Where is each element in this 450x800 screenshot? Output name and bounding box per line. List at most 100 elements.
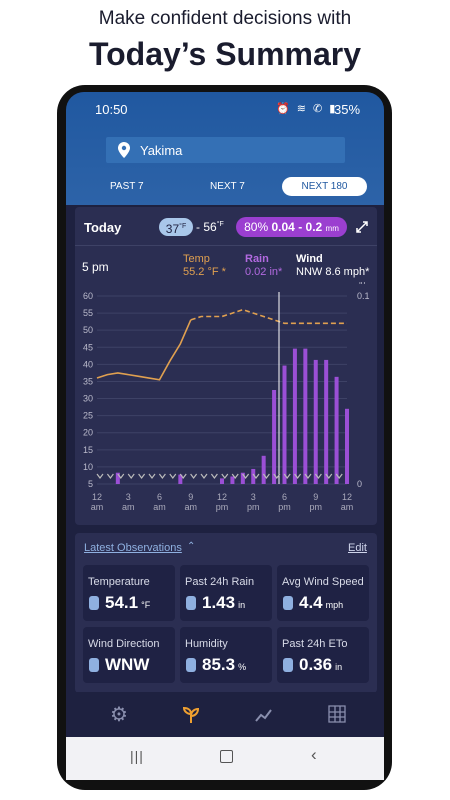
wind-arrow xyxy=(138,473,146,479)
rain-bar xyxy=(313,359,318,484)
chart-card: Today 37°F - 56°F 80% 0.04 - 0.2 mm 5 pm… xyxy=(75,207,377,525)
screen: 10:50 ⏰ ≋ ✆ ▮ 35% Yakima PAST 7 NEXT 7 N… xyxy=(66,92,384,780)
status-icons: ⏰ ≋ ✆ ▮ xyxy=(276,103,338,115)
wind-arrow xyxy=(273,473,281,479)
recent-button[interactable]: ||| xyxy=(130,748,144,764)
value: 85.3 xyxy=(202,655,236,674)
y-tick-label: 55 xyxy=(83,308,93,318)
temp-line xyxy=(96,319,192,381)
value: 0.36 xyxy=(299,655,333,674)
battery: 35% xyxy=(334,102,361,117)
settings-icon[interactable]: ⚙ xyxy=(110,704,128,726)
expand-icon[interactable] xyxy=(355,220,369,234)
bottom-nav: ⚙ xyxy=(66,692,384,737)
location-name: Yakima xyxy=(140,143,183,158)
x-tick-label: 9 am xyxy=(184,492,198,512)
rain-bar xyxy=(282,365,287,484)
wind-arrow xyxy=(169,473,177,479)
y-tick-label: 35 xyxy=(83,376,93,386)
rain-bar xyxy=(178,474,183,484)
location-box[interactable]: Yakima xyxy=(106,137,345,163)
wind-arrow xyxy=(96,473,104,479)
y-tick-label: 40 xyxy=(83,359,93,369)
observation-card: Temperature 54.1 °F xyxy=(83,565,175,621)
rain-bar xyxy=(303,348,308,484)
divider xyxy=(75,245,377,246)
x-tick-label: 6 pm xyxy=(278,492,291,512)
value: 1.43 xyxy=(202,593,236,612)
x-tick-label: 3 pm xyxy=(247,492,260,512)
wind-arrow xyxy=(231,473,239,479)
rain-bar xyxy=(345,408,349,484)
wind-label: Wind xyxy=(296,253,323,265)
observation-label: Past 24h Rain xyxy=(185,576,255,588)
tab[interactable]: PAST 7 xyxy=(110,181,144,192)
wind-arrow xyxy=(325,473,333,479)
observation-card: Past 24h ETo 0.36 in xyxy=(277,627,369,683)
rain-bar xyxy=(292,348,297,484)
rain-bar xyxy=(240,472,245,484)
readout-time: 5 pm xyxy=(82,260,109,274)
observations-title[interactable]: Latest Observations xyxy=(84,542,182,554)
pin-icon xyxy=(118,142,130,158)
wind-arrow xyxy=(242,473,250,479)
day-label: Today xyxy=(84,220,122,235)
observation-value: 85.3% xyxy=(202,655,246,675)
wind-arrow xyxy=(262,473,270,479)
y-tick-label: 50 xyxy=(83,325,93,335)
chart: 5 10 15 20 25 30 35 40 45 50 55 60 0 0.1 in xyxy=(83,282,370,489)
rain-bar xyxy=(324,359,329,484)
observation-icon xyxy=(283,658,293,672)
observation-card: Humidity 85.3% xyxy=(180,627,272,683)
rain-bar xyxy=(251,468,256,484)
collapse-icon[interactable]: ⌃ xyxy=(187,541,196,552)
observation-card: Wind Direction WNW xyxy=(83,627,175,683)
observation-card: Past 24h Rain 1.43 in xyxy=(180,565,272,621)
value: 4.4 xyxy=(299,593,323,612)
observation-value: 1.43 in xyxy=(202,593,245,613)
grid-icon[interactable] xyxy=(328,705,346,723)
back-button[interactable]: ‹ xyxy=(311,745,317,764)
wind-arrow xyxy=(158,473,166,479)
y-tick-label: 5 xyxy=(88,479,93,489)
unit: mph xyxy=(325,600,344,610)
y2-tick-label: 0 xyxy=(357,479,362,489)
observation-icon xyxy=(89,658,99,672)
tab-active[interactable]: NEXT 180 xyxy=(282,177,367,196)
wind-arrow xyxy=(200,473,208,479)
observation-icon xyxy=(186,596,196,610)
wind-value: NNW 8.6 mph* xyxy=(296,266,370,278)
graph-icon[interactable] xyxy=(254,705,274,725)
tab[interactable]: NEXT 7 xyxy=(210,181,245,192)
unit: in xyxy=(335,662,343,672)
y2-axis-label: in xyxy=(359,282,365,286)
rain-bar xyxy=(220,478,224,484)
clock: 10:50 xyxy=(95,102,128,117)
wind-arrow xyxy=(314,473,322,479)
value: WNW xyxy=(105,655,150,674)
high: - 56 xyxy=(196,220,217,234)
y-tick-label: 30 xyxy=(83,394,93,404)
y-tick-label: 15 xyxy=(83,445,93,455)
temp-line xyxy=(190,308,347,325)
wind-arrow xyxy=(106,473,114,479)
wind-arrow xyxy=(221,473,229,479)
unit: °F xyxy=(216,221,224,228)
observation-label: Avg Wind Speed xyxy=(282,576,364,588)
rain-bar xyxy=(261,455,266,484)
wind-arrow xyxy=(117,473,125,479)
sprout-icon[interactable] xyxy=(181,705,201,725)
wind-arrow xyxy=(190,473,198,479)
wind-arrow xyxy=(179,473,187,479)
observation-icon xyxy=(186,658,196,672)
y-tick-label: 10 xyxy=(83,462,93,472)
edit-link[interactable]: Edit xyxy=(348,542,367,554)
rain-bar xyxy=(230,476,235,484)
temp-value: 55.2 °F * xyxy=(183,266,226,278)
home-button[interactable] xyxy=(220,750,233,763)
unit: °F xyxy=(179,223,187,230)
wind-arrow xyxy=(335,473,343,479)
y-tick-label: 20 xyxy=(83,428,93,438)
observation-value: 54.1 °F xyxy=(105,593,150,613)
observation-icon xyxy=(283,596,293,610)
